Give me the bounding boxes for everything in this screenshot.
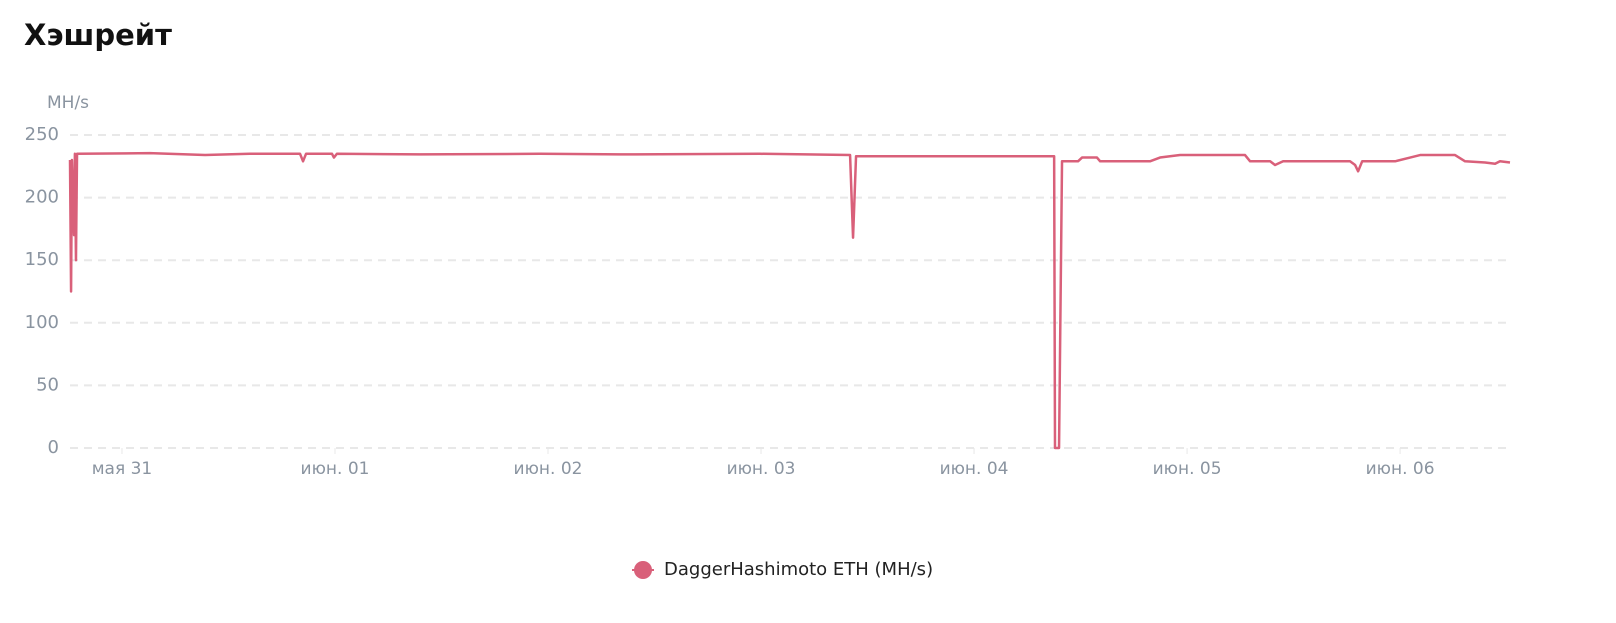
x-tick-label: июн. 01 xyxy=(301,459,370,479)
y-tick-label: 50 xyxy=(36,374,59,395)
chart-title: Хэшрейт xyxy=(24,18,172,52)
y-axis-label: MH/s xyxy=(47,93,89,113)
legend-marker xyxy=(634,561,652,579)
x-tick-label: мая 31 xyxy=(92,459,153,479)
x-tick-label: июн. 05 xyxy=(1153,459,1222,479)
x-tick-label: июн. 03 xyxy=(727,459,796,479)
y-tick-label: 200 xyxy=(25,187,59,208)
x-tick-label: июн. 04 xyxy=(940,459,1009,479)
y-tick-label: 0 xyxy=(48,437,59,458)
x-tick-label: июн. 02 xyxy=(514,459,583,479)
data-line xyxy=(68,151,1511,450)
y-tick-label: 100 xyxy=(25,312,59,333)
legend-label: DaggerHashimoto ETH (MH/s) xyxy=(664,559,933,580)
y-tick-label: 250 xyxy=(25,124,59,145)
x-tick-label: июн. 06 xyxy=(1366,459,1435,479)
y-tick-label: 150 xyxy=(25,249,59,270)
